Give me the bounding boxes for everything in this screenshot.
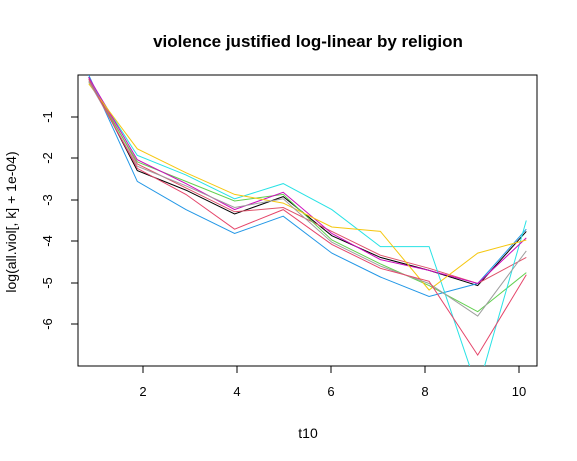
x-tick-label: 2 [139, 384, 146, 399]
y-axis: -1 -2 -3 -4 -5 -6 [40, 111, 79, 330]
x-axis-label: t10 [298, 425, 318, 441]
x-tick-label: 10 [512, 384, 526, 399]
series-line-1 [88, 76, 527, 287]
y-tick-label: -1 [40, 111, 55, 123]
series-line-6 [88, 76, 527, 285]
series-line-9 [88, 79, 527, 357]
x-tick-label: 8 [421, 384, 428, 399]
y-tick-label: -6 [40, 318, 55, 330]
y-axis-label: log(all.viol[, k] + 1e-04) [3, 151, 19, 292]
series-line-8 [88, 81, 527, 317]
x-axis: 2 4 6 8 10 [139, 365, 526, 399]
x-tick-label: 6 [327, 384, 334, 399]
series-layer [88, 75, 527, 366]
x-tick-label: 4 [233, 384, 240, 399]
y-tick-label: -4 [40, 235, 55, 247]
y-tick-label: -3 [40, 194, 55, 206]
y-tick-label: -2 [40, 152, 55, 164]
series-line-2 [88, 76, 527, 285]
series-line-4 [88, 75, 527, 298]
y-tick-label: -5 [40, 277, 55, 289]
series-line-7 [88, 83, 527, 291]
chart-title: violence justified log-linear by religio… [153, 32, 463, 51]
